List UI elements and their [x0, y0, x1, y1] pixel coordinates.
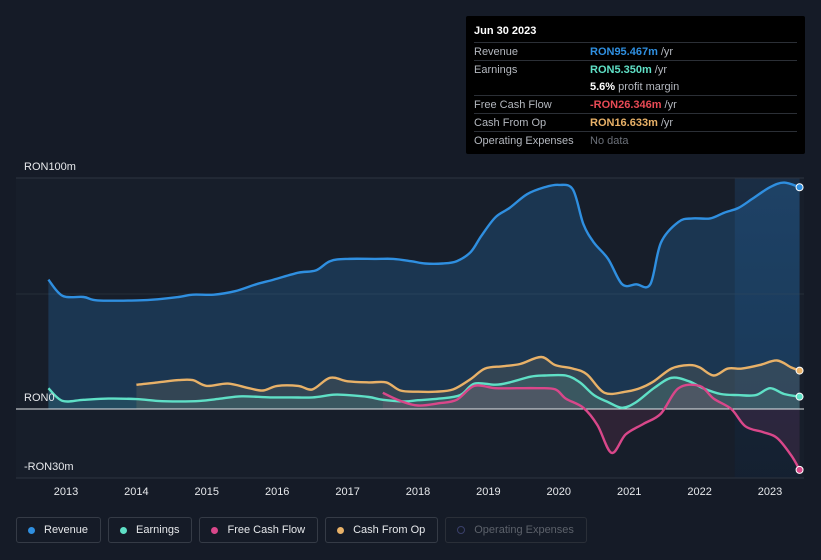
legend-revenue-button[interactable]: Revenue	[16, 517, 102, 543]
tooltip-row-revenue: Revenue RON95.467m /yr	[474, 42, 797, 60]
legend-label: Revenue	[44, 524, 89, 536]
revenue-end-point	[795, 183, 804, 192]
x-tick-2015: 2015	[195, 486, 219, 498]
earnings-end-point	[795, 392, 804, 401]
tooltip-label	[474, 79, 590, 95]
legend-label: Cash From Op	[353, 524, 426, 536]
tooltip-value: RON95.467m	[590, 46, 658, 58]
tooltip-unit: /yr	[660, 46, 674, 58]
free-cash-flow-line	[382, 383, 801, 471]
earnings-area	[48, 374, 800, 409]
tooltip-label: Free Cash Flow	[474, 99, 552, 111]
chart-legend: Revenue Earnings Free Cash Flow Cash Fro…	[16, 517, 587, 543]
legend-label: Operating Expenses	[474, 524, 574, 536]
tooltip-row-earnings: Earnings RON5.350m /yr	[474, 60, 797, 78]
x-tick-2021: 2021	[617, 486, 641, 498]
x-tick-2023: 2023	[758, 486, 782, 498]
y-label-bottom: -RON30m	[24, 461, 74, 473]
x-tick-2020: 2020	[547, 486, 571, 498]
legend-cash-from-op-button[interactable]: Cash From Op	[325, 517, 439, 543]
tooltip-unit: /yr	[660, 117, 674, 129]
highlight-region	[734, 178, 800, 478]
tooltip-value: 5.6%	[590, 81, 616, 93]
cash-from-op-dot-icon	[337, 526, 345, 534]
legend-label: Free Cash Flow	[227, 524, 306, 536]
free-cash-flow-end-point	[795, 465, 804, 474]
tooltip-value: RON5.350m	[590, 64, 652, 76]
tooltip-row-margin: 5.6% profit margin	[474, 78, 797, 95]
legend-free-cash-flow-button[interactable]: Free Cash Flow	[199, 517, 319, 543]
x-tick-2019: 2019	[476, 486, 500, 498]
legend-operating-expenses-button[interactable]: Operating Expenses	[445, 517, 587, 543]
y-label-top: RON100m	[24, 161, 76, 173]
revenue-dot-icon	[28, 526, 35, 534]
cash-from-op-end-point	[795, 366, 804, 375]
financial-chart: RON100m RON0 -RON30m 2013 2014 2015 2016 201…	[16, 161, 804, 498]
tooltip-label: Operating Expenses	[474, 135, 574, 147]
tooltip-label: Revenue	[474, 46, 519, 58]
tooltip-value: RON16.633m	[590, 117, 658, 129]
free-cash-flow-dot-icon	[211, 526, 219, 534]
tooltip-unit: profit margin	[618, 81, 680, 93]
tooltip-label: Cash From Op	[474, 117, 547, 129]
tooltip-row-fcf: Free Cash Flow -RON26.346m /yr	[474, 95, 797, 113]
cash-from-op-area	[136, 356, 800, 409]
x-tick-2018: 2018	[406, 486, 430, 498]
tooltip-unit: /yr	[664, 99, 677, 111]
operating-expenses-dot-icon	[457, 526, 466, 534]
tooltip-date: Jun 30 2023	[474, 25, 537, 37]
cash-from-op-line	[136, 355, 801, 396]
tooltip-label: Earnings	[474, 64, 518, 76]
data-tooltip: Jun 30 2023 Revenue RON95.467m /yr Earni…	[466, 16, 805, 154]
y-label-zero: RON0	[24, 392, 55, 404]
tooltip-value: -RON26.346m	[590, 99, 662, 111]
earnings-dot-icon	[120, 526, 128, 534]
x-tick-2016: 2016	[265, 486, 289, 498]
legend-earnings-button[interactable]: Earnings	[108, 517, 193, 543]
legend-label: Earnings	[136, 524, 180, 536]
x-tick-2014: 2014	[124, 486, 148, 498]
x-tick-2017: 2017	[335, 486, 359, 498]
tooltip-row-cfo: Cash From Op RON16.633m /yr	[474, 113, 797, 131]
x-tick-2013: 2013	[54, 486, 78, 498]
revenue-line	[47, 181, 800, 302]
free-cash-flow-area	[382, 384, 800, 470]
tooltip-unit: /yr	[654, 64, 667, 76]
tooltip-value: No data	[590, 135, 629, 147]
x-tick-2022: 2022	[687, 486, 711, 498]
tooltip-row-opex: Operating Expenses No data	[474, 131, 797, 149]
revenue-area	[48, 182, 800, 409]
